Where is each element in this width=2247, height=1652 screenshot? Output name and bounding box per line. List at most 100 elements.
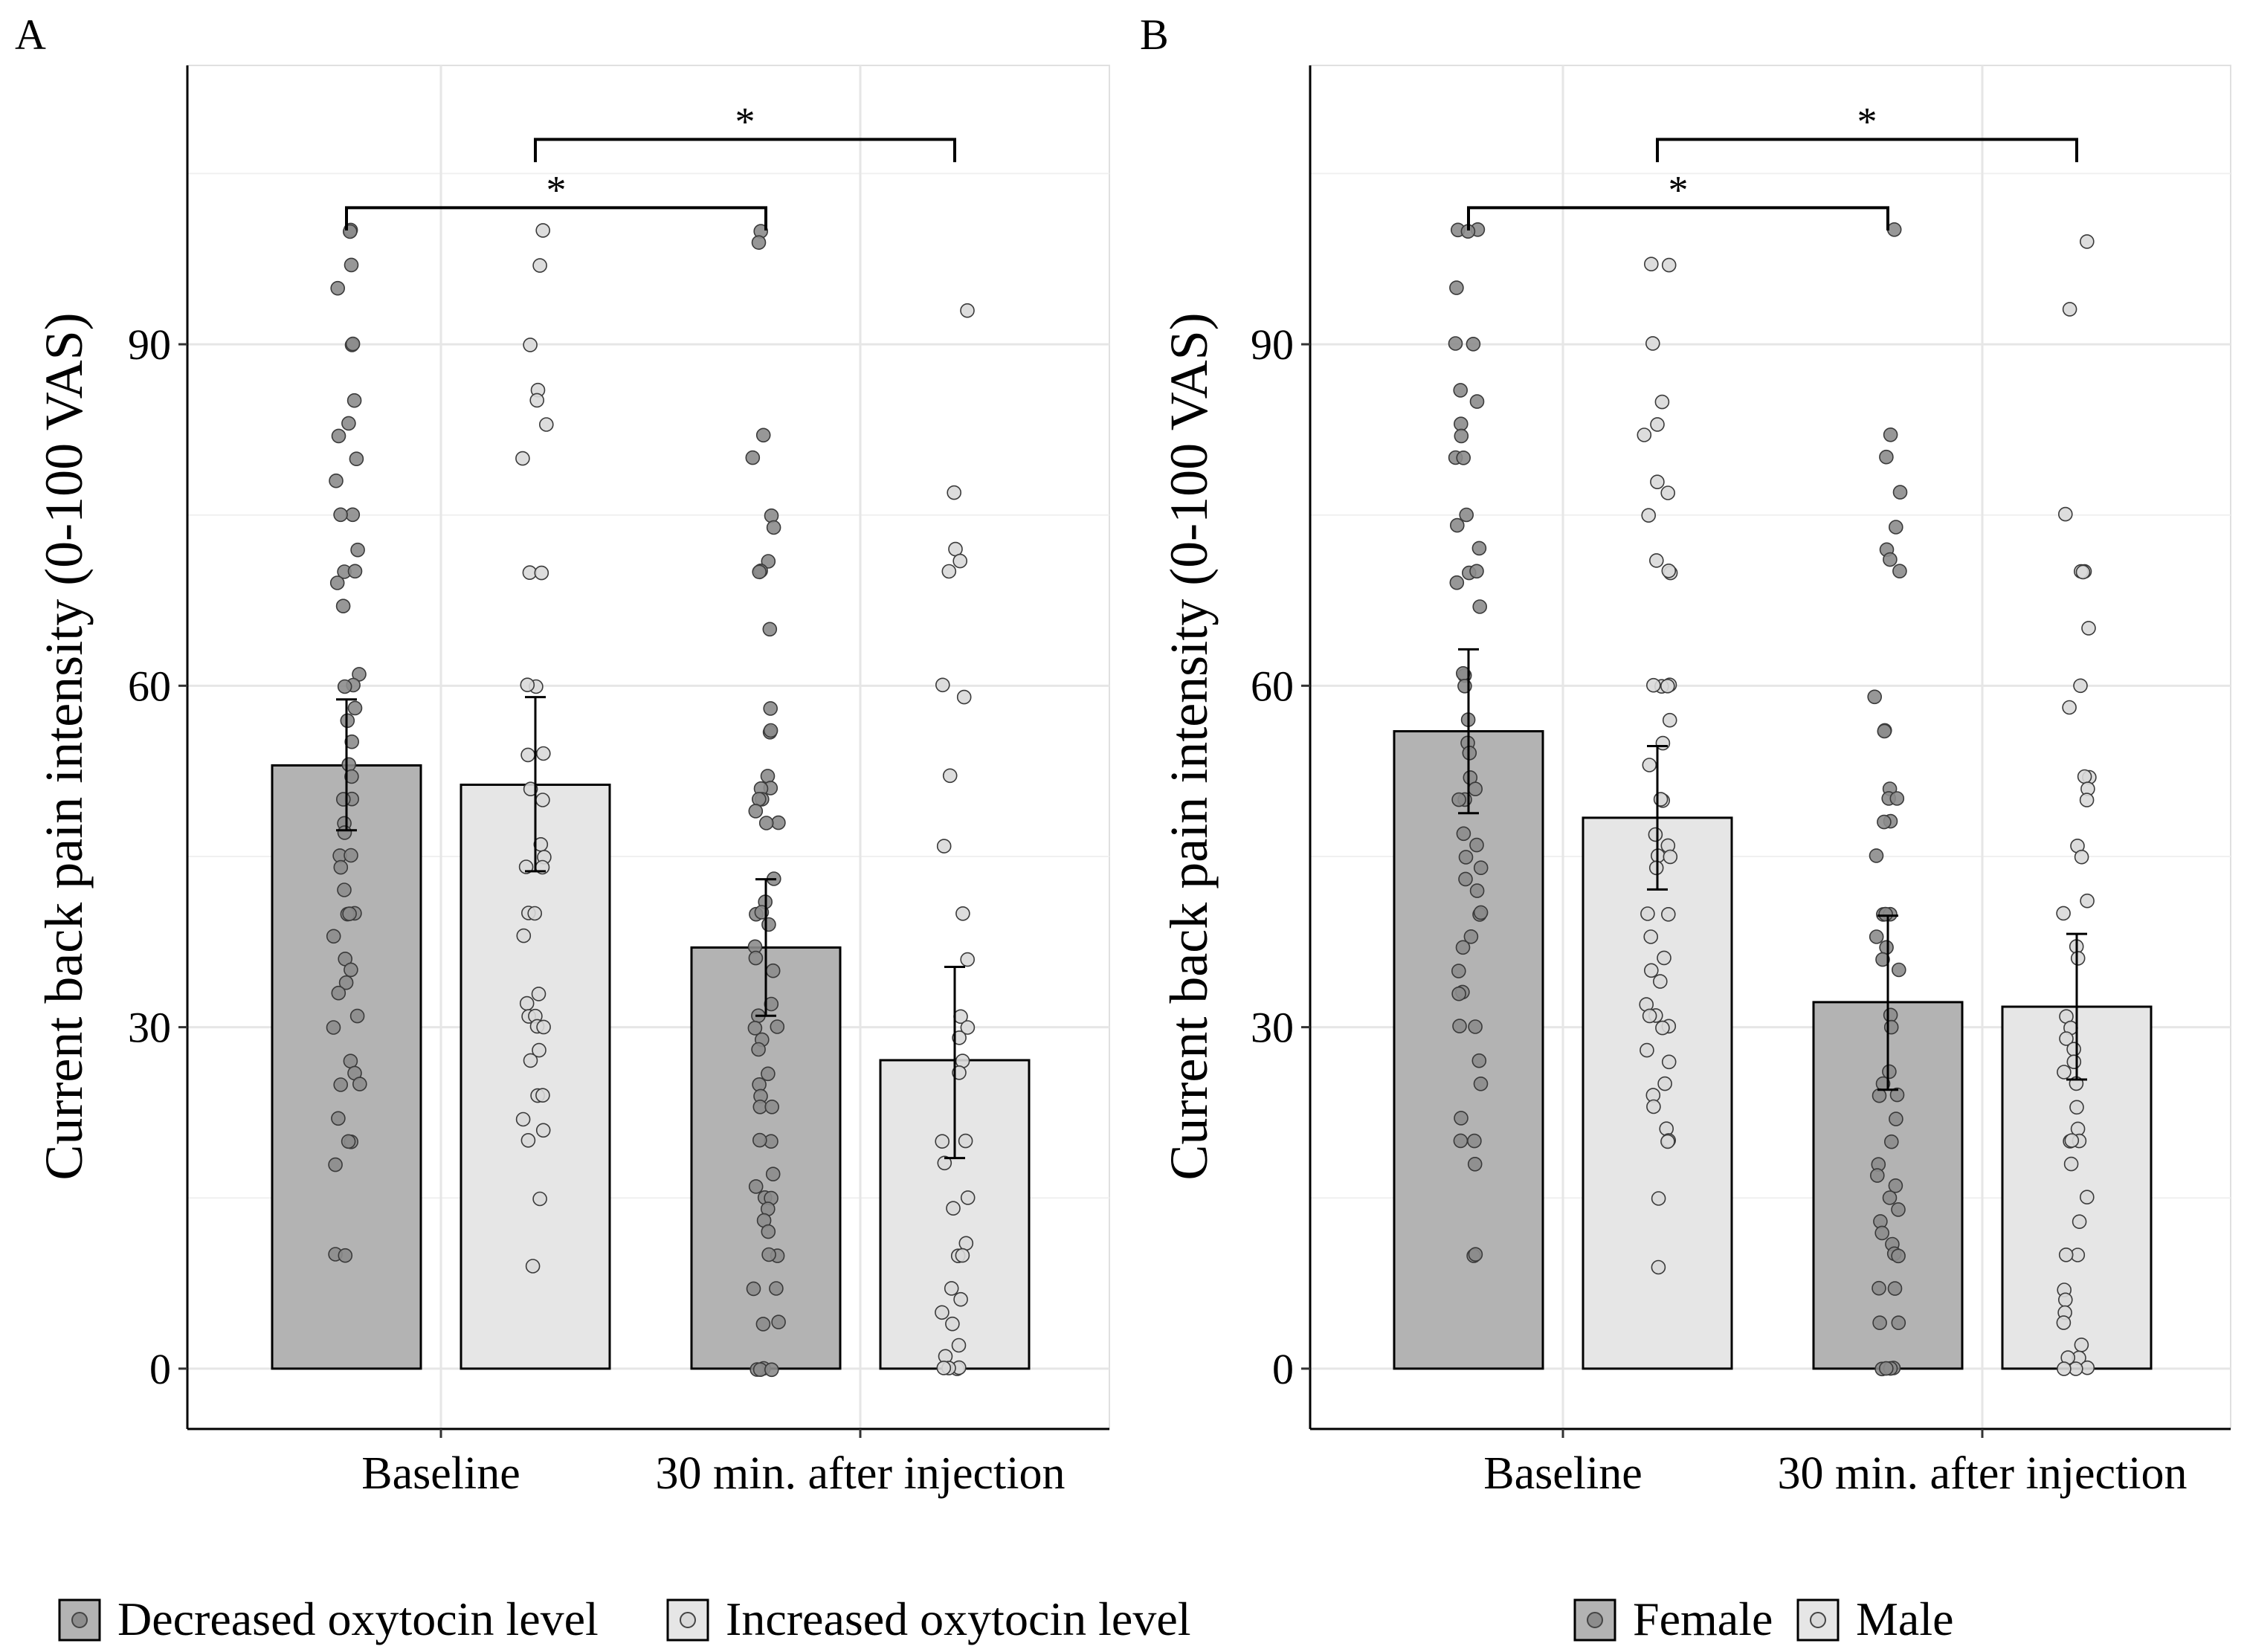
data-point <box>2074 849 2089 865</box>
data-point <box>515 451 530 466</box>
panel-b-letter: B <box>1140 10 1169 59</box>
data-point <box>1453 1133 1469 1149</box>
legend-a: Decreased oxytocin level Increased oxyto… <box>58 1593 1191 1645</box>
x-tick-label: Baseline <box>1483 1448 1642 1499</box>
data-point <box>344 734 360 749</box>
data-point <box>330 280 346 296</box>
data-point <box>2056 1315 2072 1330</box>
data-point <box>760 769 776 784</box>
data-point <box>520 747 535 763</box>
data-point <box>937 1155 952 1171</box>
data-point <box>1448 336 1463 351</box>
x-tick-label: Baseline <box>361 1448 520 1499</box>
legend-a-label-decreased: Decreased oxytocin level <box>117 1593 599 1645</box>
data-point <box>347 564 363 579</box>
data-point <box>1879 940 1894 955</box>
data-point <box>535 1088 550 1103</box>
data-point <box>2073 678 2088 694</box>
data-point <box>1892 485 1908 500</box>
data-point <box>2079 793 2095 807</box>
significance-bracket <box>345 206 767 230</box>
data-point <box>1468 781 1483 796</box>
data-point <box>1870 1168 1885 1183</box>
data-point <box>2057 1065 2072 1080</box>
data-point <box>1882 1190 1898 1205</box>
data-point <box>752 1132 767 1148</box>
data-point <box>1469 564 1484 579</box>
data-point <box>347 700 363 716</box>
data-point <box>761 554 776 569</box>
data-point <box>769 1281 784 1296</box>
y-tick-label: 90 <box>1251 320 1294 369</box>
data-point <box>519 996 535 1011</box>
data-point <box>344 962 358 978</box>
data-point <box>1468 1247 1483 1262</box>
data-point <box>1458 871 1473 887</box>
data-point <box>1887 1281 1903 1296</box>
data-point <box>329 575 345 590</box>
bar-female-0 <box>1393 730 1544 1370</box>
data-point <box>1869 929 1884 944</box>
data-point <box>1643 929 1658 944</box>
panel-a-axes: 0 30 60 90 Baseline 30 min. after injection <box>128 65 1109 1499</box>
data-point <box>762 622 778 637</box>
data-point <box>1468 1019 1483 1034</box>
y-tick-label: 0 <box>149 1345 171 1393</box>
significance-bracket <box>1656 138 2078 163</box>
data-point <box>1869 848 1884 863</box>
data-point <box>525 1259 541 1274</box>
panel-b-axes: 0 30 60 90 Baseline 30 min. after injection <box>1251 65 2231 1499</box>
significance-bracket <box>1467 206 1889 230</box>
data-point <box>2080 893 2095 909</box>
data-point <box>333 1077 349 1092</box>
data-point <box>538 417 554 432</box>
data-point <box>2056 906 2071 921</box>
data-point <box>1892 962 1906 978</box>
data-point <box>936 1361 952 1375</box>
data-point <box>535 1123 551 1138</box>
data-point <box>331 428 346 444</box>
data-point <box>952 553 967 569</box>
data-point <box>1660 485 1675 500</box>
data-point <box>763 701 778 716</box>
data-point <box>1449 280 1464 295</box>
data-point <box>1872 1280 1886 1296</box>
data-point <box>755 1317 771 1332</box>
data-point <box>1642 758 1657 772</box>
data-point <box>1649 553 1664 568</box>
data-point <box>1449 575 1465 590</box>
data-point <box>751 792 767 807</box>
data-point <box>2080 1190 2095 1204</box>
data-point <box>1452 1019 1467 1033</box>
data-point <box>748 804 764 819</box>
data-point <box>935 1134 950 1149</box>
data-point <box>328 1157 343 1172</box>
data-point <box>1653 974 1668 989</box>
data-point <box>1891 1315 1906 1330</box>
significance-star: * <box>735 100 755 144</box>
data-point <box>1877 814 1892 830</box>
data-point <box>1663 849 1678 865</box>
data-point <box>935 1305 950 1320</box>
data-point <box>2075 564 2091 580</box>
data-point <box>1466 336 1481 352</box>
data-point <box>1889 1087 1905 1103</box>
x-tick-label: 30 min. after injection <box>656 1448 1066 1499</box>
y-tick-label: 30 <box>1251 1004 1294 1052</box>
data-point <box>945 1316 960 1332</box>
data-point <box>1889 791 1905 806</box>
data-point <box>337 825 352 840</box>
panel-a-significance: ** <box>345 100 956 230</box>
data-point <box>352 1077 367 1091</box>
data-point <box>751 1042 766 1057</box>
data-point <box>345 507 361 523</box>
data-point <box>532 1042 547 1058</box>
data-point <box>2062 302 2077 317</box>
data-point <box>344 848 358 863</box>
data-point <box>1454 1111 1469 1126</box>
data-point <box>1456 826 1471 842</box>
data-point <box>1456 450 1471 465</box>
data-point <box>958 1236 974 1251</box>
data-point <box>1874 1225 1889 1241</box>
data-point <box>761 1224 776 1239</box>
